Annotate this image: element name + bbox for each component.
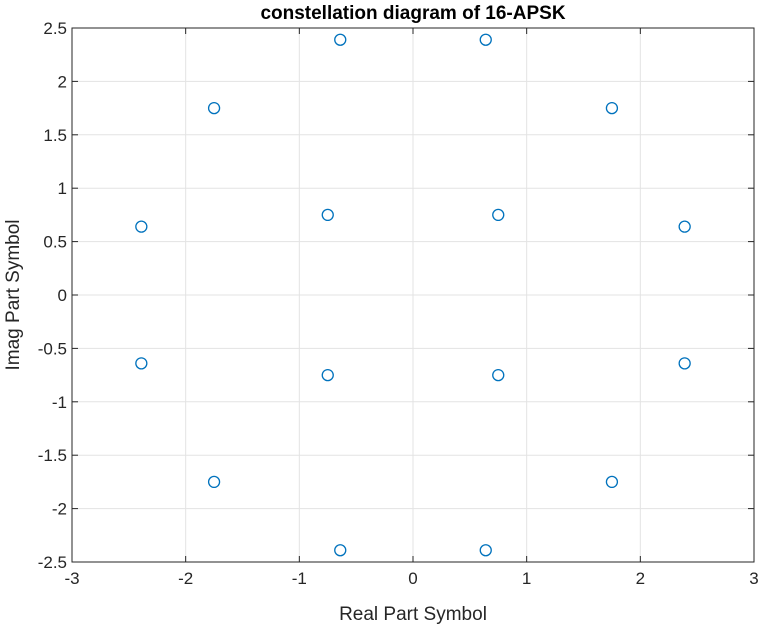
y-tick-label: 0.5 xyxy=(43,233,67,252)
constellation-point xyxy=(334,33,347,46)
y-axis-label: Imag Part Symbol xyxy=(3,220,24,371)
constellation-point xyxy=(207,101,221,115)
constellation-point xyxy=(321,208,334,222)
x-tick-label: 3 xyxy=(749,569,758,588)
y-tick-label: 2 xyxy=(58,72,67,91)
x-axis-label: Real Part Symbol xyxy=(339,604,487,625)
constellation-point xyxy=(492,368,505,382)
y-tick-label: -2 xyxy=(52,500,67,519)
constellation-point xyxy=(479,33,492,46)
x-tick-label: 0 xyxy=(408,569,417,588)
y-tick-label: 1 xyxy=(58,179,67,198)
x-tick-label: 2 xyxy=(636,569,645,588)
axis-ticks: -3 -2 -1 0 1 2 3 -2.5 -2 -1.5 -1 -0.5 0 0.5 1 1.5 2 2.5 xyxy=(38,19,759,588)
constellation-point xyxy=(135,220,148,233)
data-points xyxy=(135,33,691,557)
constellation-point xyxy=(334,544,347,557)
constellation-point xyxy=(678,357,691,370)
x-tick-label: -1 xyxy=(292,569,307,588)
chart-title: constellation diagram of 16-APSK xyxy=(260,3,565,24)
x-tick-label: 1 xyxy=(522,569,531,588)
y-tick-label: -0.5 xyxy=(38,339,67,358)
constellation-point xyxy=(492,208,505,222)
grid-lines xyxy=(72,28,754,562)
y-tick-label: 1.5 xyxy=(43,126,67,145)
y-tick-label: -2.5 xyxy=(38,553,67,572)
x-tick-label: -2 xyxy=(178,569,193,588)
constellation-point xyxy=(207,475,221,489)
constellation-point xyxy=(135,357,148,370)
y-tick-label: -1.5 xyxy=(38,446,67,465)
y-tick-label: 2.5 xyxy=(43,19,67,38)
constellation-point xyxy=(321,368,334,382)
y-tick-label: -1 xyxy=(52,393,67,412)
x-tick-label: -3 xyxy=(64,569,79,588)
constellation-point xyxy=(605,475,619,489)
constellation-point xyxy=(479,544,492,557)
constellation-point xyxy=(605,101,619,115)
constellation-point xyxy=(678,220,691,233)
y-tick-label: 0 xyxy=(58,286,67,305)
